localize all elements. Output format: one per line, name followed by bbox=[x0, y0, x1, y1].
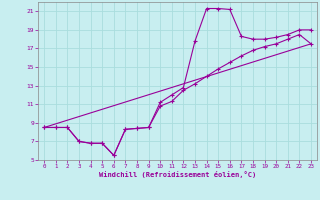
X-axis label: Windchill (Refroidissement éolien,°C): Windchill (Refroidissement éolien,°C) bbox=[99, 171, 256, 178]
